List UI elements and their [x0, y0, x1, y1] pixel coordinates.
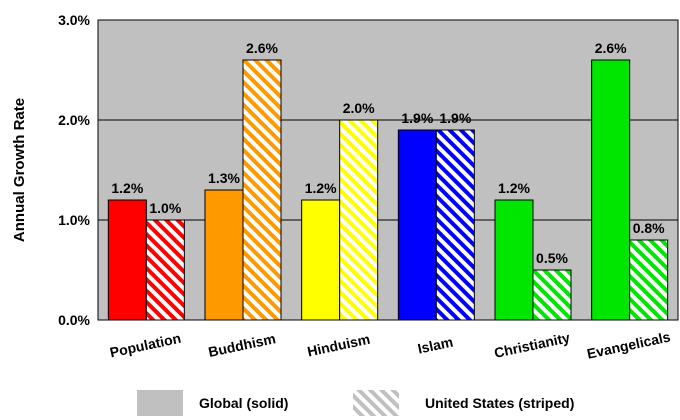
x-axis: Population Buddhism Hinduism Islam Christian… — [108, 328, 672, 361]
bar-us-christianity — [532, 269, 572, 321]
y-axis-label: Annual Growth Rate — [11, 98, 28, 242]
bars — [107, 59, 669, 321]
data-label: 1.2% — [111, 180, 143, 196]
plot-background — [97, 19, 679, 321]
bar-global-christianity — [494, 199, 534, 321]
y-tick-label: 3.0% — [58, 12, 90, 28]
x-tick-label: Buddhism — [207, 330, 277, 360]
bar-us-buddhism — [242, 59, 282, 321]
legend: Global (solid) United States (striped) — [137, 390, 574, 416]
data-label: 1.9% — [401, 110, 433, 126]
bar-us-islam — [435, 129, 475, 321]
legend-label-us: United States (striped) — [425, 395, 574, 411]
bar-global-population — [107, 199, 147, 321]
data-label: 1.2% — [305, 180, 337, 196]
bar-global-islam — [397, 129, 437, 321]
bar-us-evangelicals — [629, 239, 669, 321]
data-label: 0.8% — [633, 220, 665, 236]
legend-swatch-global — [137, 390, 183, 416]
data-label: 1.9% — [439, 110, 471, 126]
y-axis: 0.0% 1.0% 2.0% 3.0% — [58, 12, 90, 328]
y-tick-label: 0.0% — [58, 312, 90, 328]
x-tick-label: Evangelicals — [585, 328, 672, 361]
data-labels: 1.2% 1.0% 1.3% 2.6% 1.2% 2.0% 1.9% 1.9% 1.2% 0.5%… — [111, 40, 665, 266]
x-tick-label: Islam — [416, 334, 454, 357]
y-tick-label: 1.0% — [58, 212, 90, 228]
bar-us-hinduism — [339, 119, 379, 321]
plot-area — [97, 19, 679, 321]
bar-global-evangelicals — [591, 59, 631, 321]
data-label: 0.5% — [536, 250, 568, 266]
x-tick-label: Hinduism — [306, 331, 372, 360]
legend-swatch-us — [353, 390, 399, 416]
x-tick-label: Christianity — [493, 329, 572, 361]
data-label: 2.6% — [595, 40, 627, 56]
bar-global-buddhism — [204, 189, 244, 321]
x-tick-label: Population — [108, 330, 182, 361]
data-label: 2.0% — [343, 100, 375, 116]
bar-us-population — [145, 219, 185, 321]
bar-global-hinduism — [301, 199, 341, 321]
y-tick-label: 2.0% — [58, 112, 90, 128]
data-label: 1.3% — [208, 170, 240, 186]
legend-label-global: Global (solid) — [199, 395, 288, 411]
data-label: 2.6% — [246, 40, 278, 56]
data-label: 1.2% — [498, 180, 530, 196]
data-label: 1.0% — [149, 200, 181, 216]
